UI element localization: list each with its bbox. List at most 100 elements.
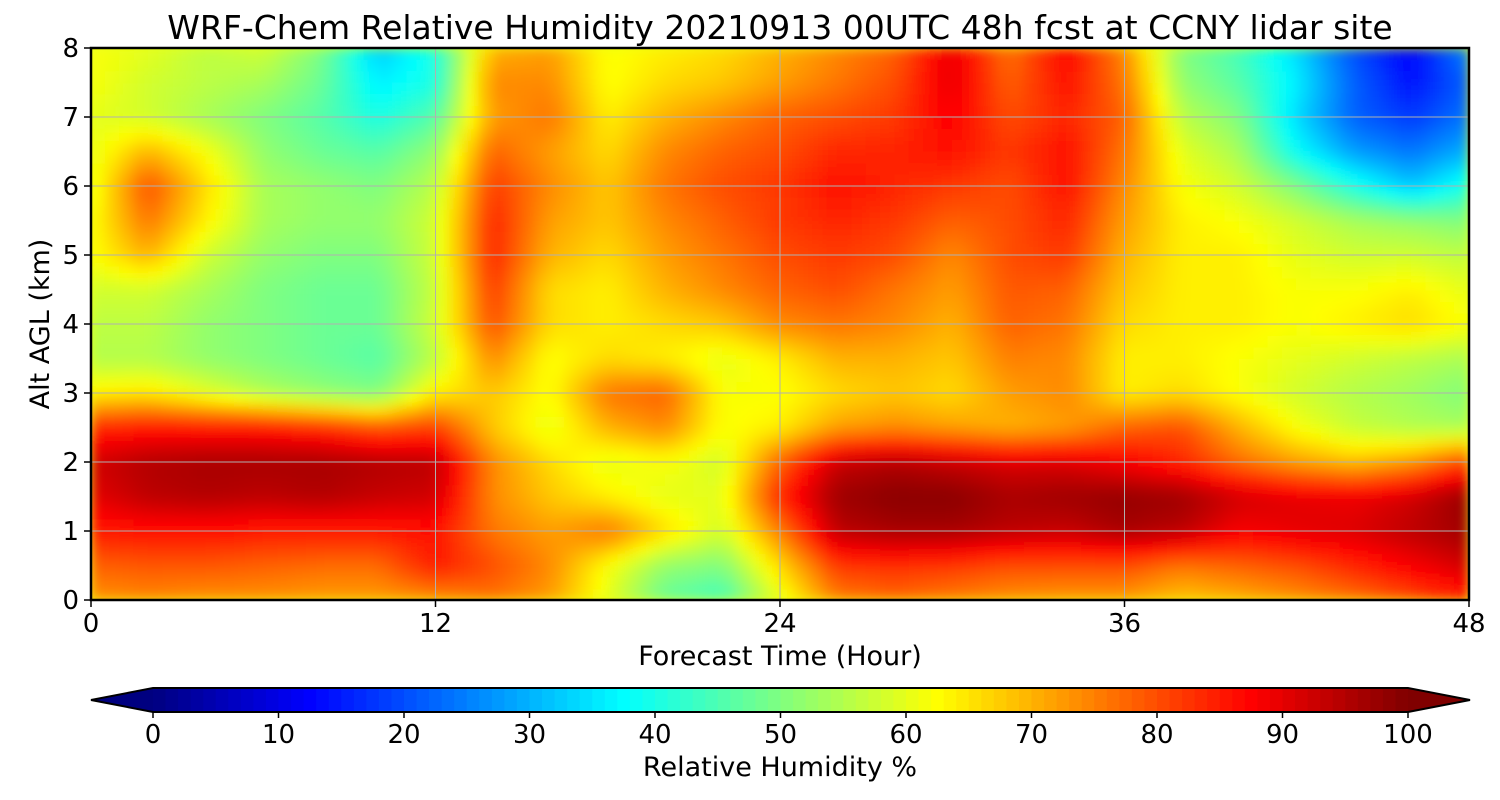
heatmap-cell xyxy=(635,70,652,83)
heatmap-cell xyxy=(176,231,192,244)
heatmap-cell xyxy=(1310,59,1326,72)
heatmap-cell xyxy=(1396,243,1413,256)
heatmap-cell xyxy=(722,542,738,555)
heatmap-cell xyxy=(391,162,408,175)
heatmap-cell xyxy=(693,404,709,417)
heatmap-cell xyxy=(578,450,594,463)
heatmap-cell xyxy=(937,392,953,405)
heatmap-cell xyxy=(1267,415,1283,428)
heatmap-cell xyxy=(592,48,609,60)
heatmap-cell xyxy=(305,473,322,486)
heatmap-cell xyxy=(650,289,666,302)
heatmap-cell xyxy=(1368,496,1384,509)
heatmap-cell xyxy=(1310,139,1326,152)
heatmap-cell xyxy=(549,197,566,210)
heatmap-cell xyxy=(679,565,695,578)
heatmap-cell xyxy=(908,266,925,279)
heatmap-cell xyxy=(966,185,982,198)
heatmap-cell xyxy=(693,116,709,129)
chart-title: WRF-Chem Relative Humidity 20210913 00UT… xyxy=(167,8,1392,47)
heatmap-cell xyxy=(262,358,279,371)
heatmap-cell xyxy=(822,151,838,164)
heatmap-cell xyxy=(1224,427,1240,440)
heatmap-cell xyxy=(234,507,250,520)
heatmap-cell xyxy=(736,208,752,221)
heatmap-cell xyxy=(521,588,537,600)
heatmap-cell xyxy=(923,507,939,520)
heatmap-cell xyxy=(693,289,709,302)
heatmap-cell xyxy=(1425,151,1441,164)
heatmap-cell xyxy=(377,542,393,555)
heatmap-cell xyxy=(607,427,623,440)
heatmap-cell xyxy=(750,312,767,325)
heatmap-cell xyxy=(219,496,236,509)
heatmap-cell xyxy=(578,300,594,313)
heatmap-cell xyxy=(234,185,250,198)
heatmap-cell xyxy=(1339,553,1355,566)
heatmap-cell xyxy=(1023,415,1039,428)
heatmap-cell xyxy=(635,243,652,256)
y-axis-title: Alt AGL (km) xyxy=(25,239,56,410)
heatmap-cell xyxy=(1181,82,1197,95)
heatmap-cell xyxy=(923,404,939,417)
heatmap-cell xyxy=(1167,461,1183,474)
heatmap-cell xyxy=(966,300,982,313)
heatmap-cell xyxy=(219,266,236,279)
colorbar-segment xyxy=(1345,688,1359,712)
heatmap-cell xyxy=(248,496,264,509)
heatmap-cell xyxy=(176,151,192,164)
heatmap-cell xyxy=(1124,519,1140,532)
heatmap-cell xyxy=(564,197,580,210)
heatmap-cell xyxy=(1411,70,1427,83)
heatmap-cell xyxy=(1353,519,1370,532)
heatmap-cell xyxy=(1210,300,1226,313)
heatmap-cell xyxy=(1253,358,1269,371)
heatmap-cell xyxy=(736,116,752,129)
heatmap-cell xyxy=(865,139,881,152)
heatmap-cell xyxy=(320,427,336,440)
heatmap-cell xyxy=(1253,220,1269,233)
heatmap-cell xyxy=(994,243,1011,256)
heatmap-cell xyxy=(1454,162,1469,175)
heatmap-cell xyxy=(937,289,953,302)
heatmap-cell xyxy=(506,185,523,198)
heatmap-cell xyxy=(650,519,666,532)
heatmap-cell xyxy=(162,323,178,336)
heatmap-cell xyxy=(908,197,925,210)
heatmap-cell xyxy=(449,243,465,256)
heatmap-cell xyxy=(1238,300,1255,313)
heatmap-cell xyxy=(1124,151,1140,164)
heatmap-cell xyxy=(592,542,609,555)
heatmap-cell xyxy=(966,289,982,302)
heatmap-cell xyxy=(679,358,695,371)
heatmap-cell xyxy=(1310,484,1326,497)
heatmap-cell xyxy=(147,312,164,325)
heatmap-cell xyxy=(1396,542,1413,555)
heatmap-cell xyxy=(348,116,365,129)
heatmap-cell xyxy=(277,381,293,394)
colorbar-segment xyxy=(328,688,342,712)
heatmap-cell xyxy=(1339,484,1355,497)
colorbar-segment xyxy=(906,688,920,712)
heatmap-cell xyxy=(1382,162,1398,175)
heatmap-cell xyxy=(1224,542,1240,555)
heatmap-cell xyxy=(994,369,1011,382)
heatmap-cell xyxy=(722,415,738,428)
heatmap-cell xyxy=(363,139,379,152)
heatmap-cell xyxy=(635,48,652,60)
heatmap-cell xyxy=(679,427,695,440)
heatmap-cell xyxy=(951,496,968,509)
heatmap-cell xyxy=(1454,392,1469,405)
heatmap-cell xyxy=(1224,507,1240,520)
heatmap-cell xyxy=(564,473,580,486)
heatmap-cell xyxy=(1023,277,1039,290)
heatmap-cell xyxy=(348,220,365,233)
heatmap-cell xyxy=(1109,438,1125,451)
heatmap-cell xyxy=(492,565,508,578)
heatmap-cell xyxy=(865,484,881,497)
heatmap-cell xyxy=(1095,243,1111,256)
y-tick-label: 7 xyxy=(62,103,79,133)
heatmap-cell xyxy=(765,128,781,141)
heatmap-cell xyxy=(808,392,824,405)
heatmap-cell xyxy=(1052,415,1068,428)
